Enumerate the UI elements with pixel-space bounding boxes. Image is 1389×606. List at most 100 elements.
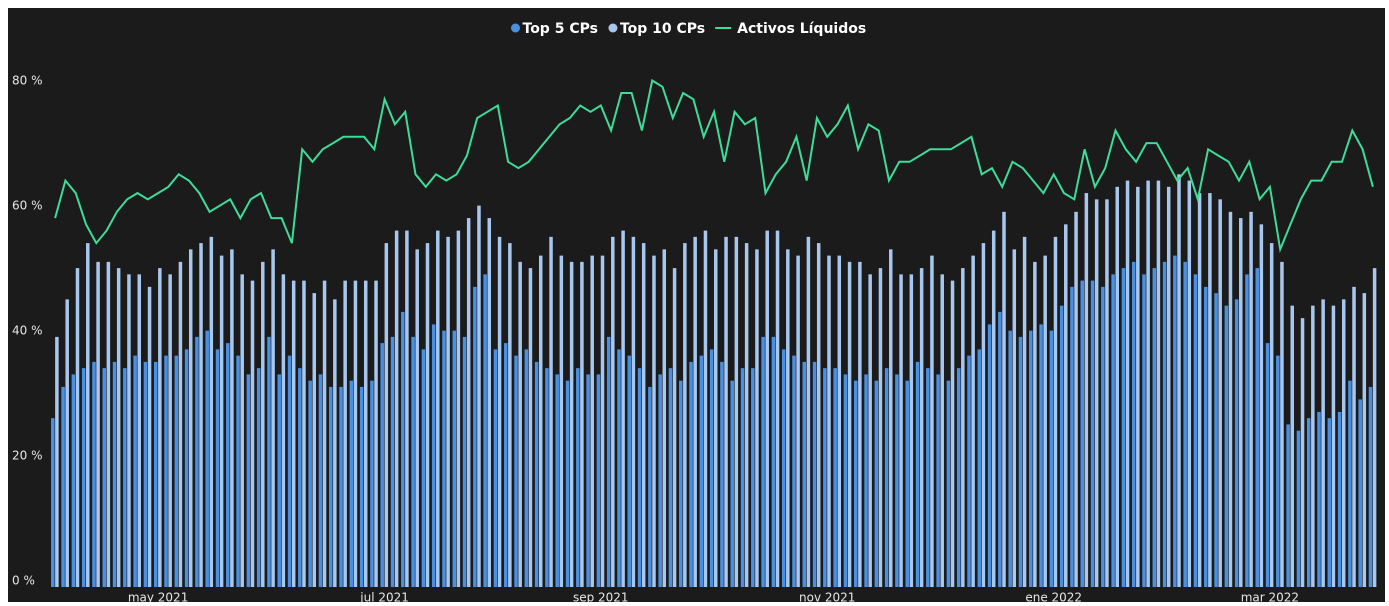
bar	[246, 374, 251, 587]
bar	[565, 380, 570, 587]
bar	[1064, 224, 1068, 588]
bar	[370, 380, 374, 587]
bar	[714, 249, 718, 587]
x-tick-label: mar 2022	[1241, 591, 1299, 603]
bar	[709, 349, 714, 587]
bar	[946, 380, 951, 587]
bar	[1208, 193, 1212, 588]
bar	[1348, 380, 1352, 587]
bar	[1033, 261, 1037, 587]
bar	[236, 355, 240, 587]
bar	[65, 299, 69, 587]
bar	[987, 324, 992, 587]
bar	[823, 368, 827, 587]
bar	[781, 349, 786, 587]
bar	[1183, 261, 1187, 587]
bar	[1012, 249, 1017, 587]
bar	[524, 349, 529, 587]
bar	[802, 361, 807, 587]
bar	[1070, 286, 1074, 587]
bar	[384, 243, 389, 587]
bar	[631, 236, 636, 587]
bar	[895, 374, 899, 587]
bar	[1276, 355, 1280, 587]
bar	[137, 274, 142, 587]
bar	[998, 311, 1002, 587]
bar	[1049, 330, 1054, 587]
bar	[1162, 261, 1167, 587]
bar	[230, 249, 234, 587]
bar	[812, 361, 817, 587]
x-tick-label: ene 2022	[1025, 591, 1082, 603]
legend-swatch	[608, 23, 618, 33]
bar	[864, 374, 868, 587]
bar	[466, 218, 471, 588]
bar	[425, 243, 430, 587]
bar	[1280, 261, 1284, 587]
bar	[693, 236, 697, 587]
bar	[1311, 305, 1315, 587]
bar	[1259, 224, 1264, 588]
bar	[390, 336, 395, 587]
bar	[359, 386, 364, 587]
bar	[1249, 211, 1253, 588]
bar	[1269, 243, 1274, 587]
bar	[421, 349, 426, 587]
bar	[158, 268, 162, 587]
bar	[761, 336, 765, 587]
bar	[415, 249, 419, 587]
bar	[1352, 286, 1356, 587]
bar	[637, 368, 642, 587]
bar	[559, 255, 564, 587]
bar	[576, 368, 580, 587]
bar	[1327, 418, 1332, 587]
bar	[538, 255, 543, 587]
bar	[250, 280, 255, 587]
bar	[1321, 299, 1325, 587]
bar	[555, 374, 559, 587]
bar	[1152, 268, 1157, 587]
bar	[683, 243, 687, 587]
bar	[116, 268, 121, 587]
bar	[1362, 293, 1367, 587]
bar	[256, 368, 261, 587]
bar	[133, 355, 137, 587]
bar	[940, 274, 944, 587]
bar	[1372, 268, 1377, 587]
bar	[1146, 180, 1150, 588]
bar	[71, 374, 76, 587]
bar	[339, 386, 343, 587]
bar	[174, 355, 179, 587]
legend-label: Top 5 CPs	[523, 21, 598, 37]
bar	[981, 243, 986, 587]
bar	[291, 280, 296, 587]
bar	[123, 368, 127, 587]
bar	[1228, 211, 1233, 588]
bar	[1317, 411, 1321, 587]
bar	[405, 230, 409, 588]
bar	[147, 286, 152, 587]
bar	[648, 386, 652, 587]
bar	[827, 255, 831, 587]
bar	[271, 249, 275, 587]
bar	[1234, 299, 1239, 587]
bar	[1059, 305, 1064, 587]
bar	[1337, 411, 1342, 587]
bar	[209, 236, 214, 587]
bar	[600, 255, 605, 587]
bar	[363, 280, 368, 587]
bar	[112, 361, 117, 587]
bar	[1331, 305, 1336, 587]
bar	[668, 368, 673, 587]
bar	[374, 280, 378, 587]
bar	[1300, 318, 1305, 587]
bar	[1008, 330, 1012, 587]
bar	[1166, 186, 1171, 588]
bar	[899, 274, 903, 587]
bar	[967, 355, 971, 587]
bar	[703, 230, 708, 588]
bar	[740, 368, 745, 587]
bar	[267, 336, 271, 587]
bar	[277, 374, 282, 587]
bar	[462, 336, 467, 587]
